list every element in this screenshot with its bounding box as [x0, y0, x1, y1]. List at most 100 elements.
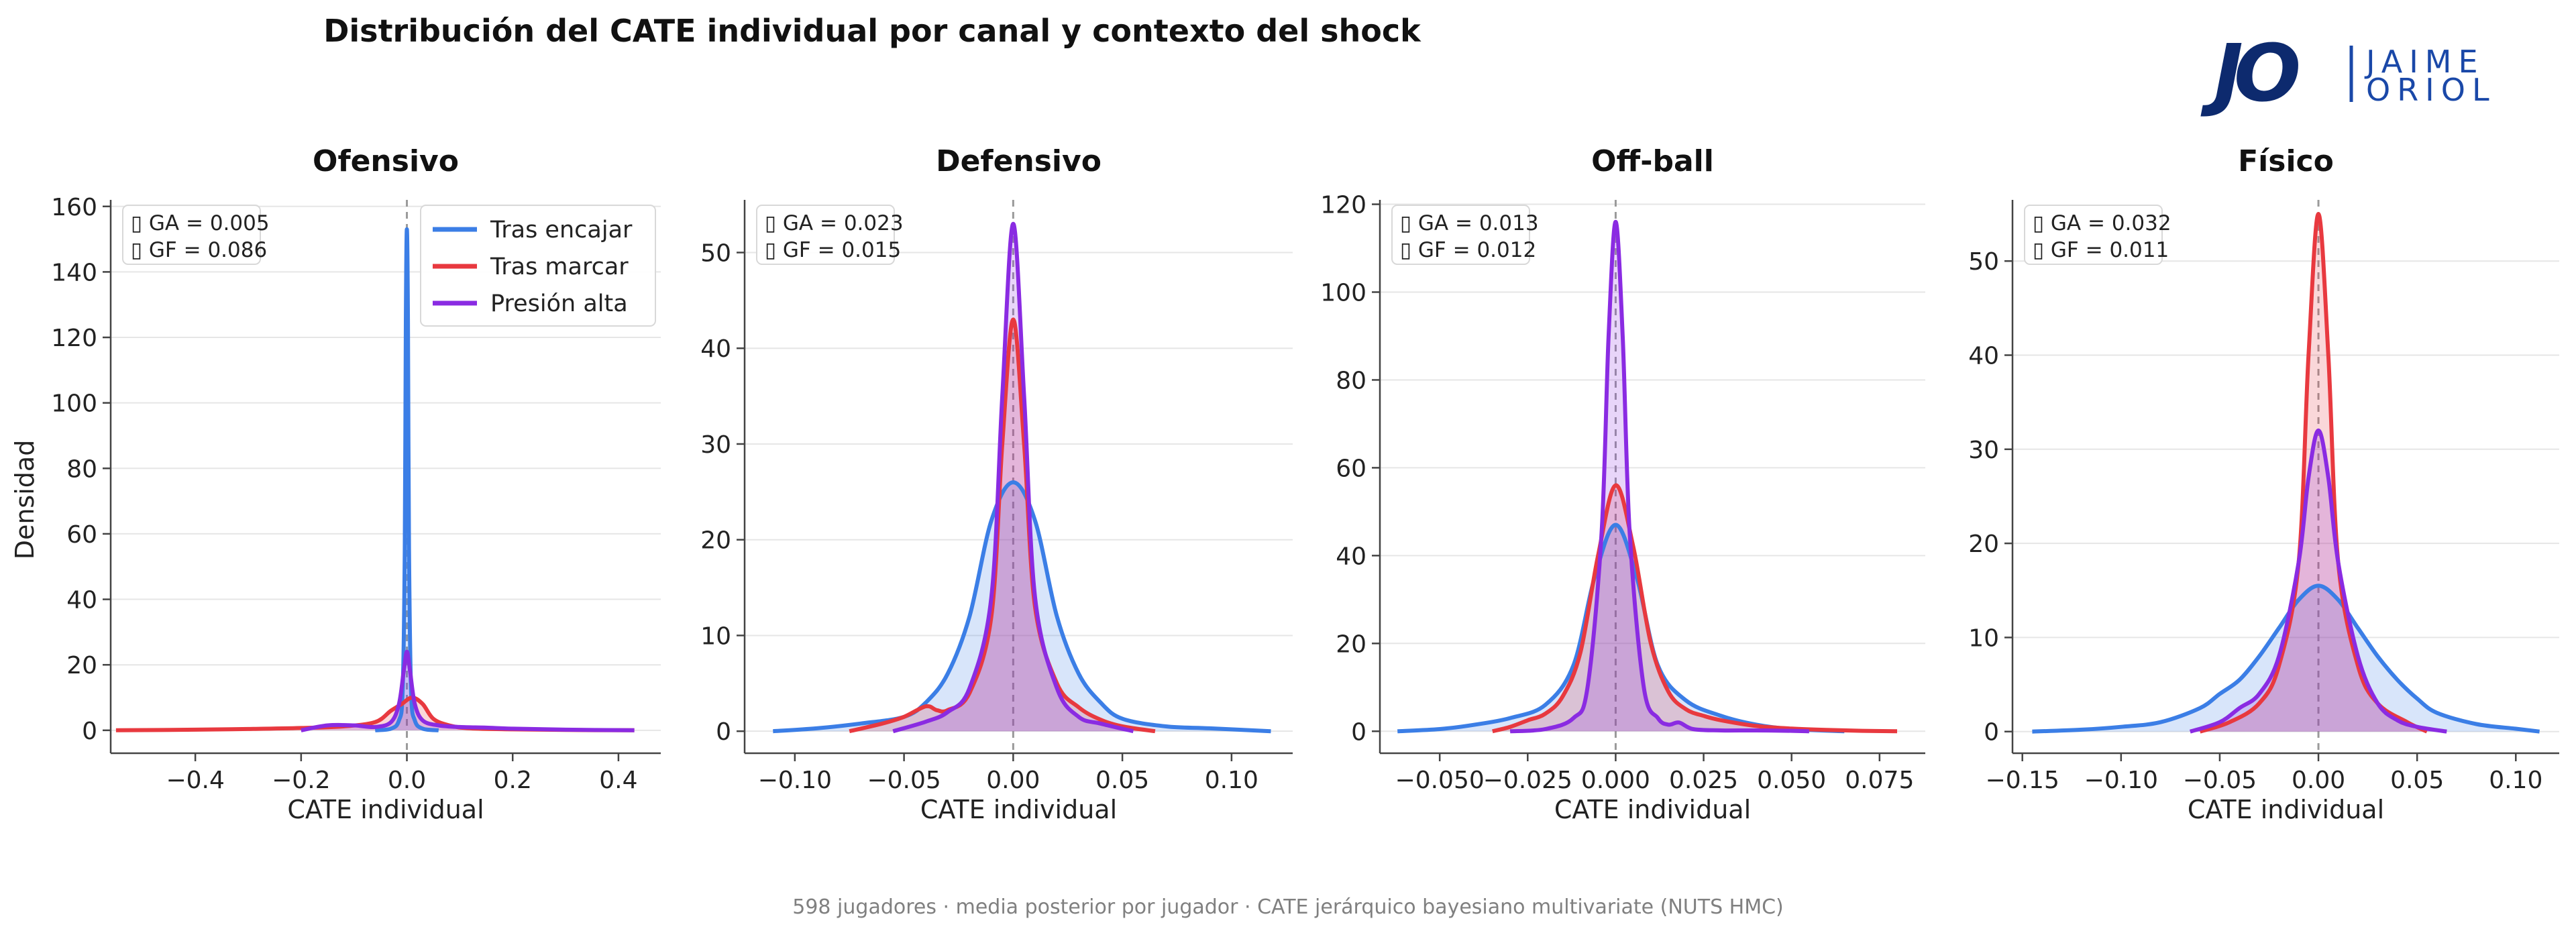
y-tick-label: 80: [1336, 367, 1366, 394]
x-tick-label: −0.4: [166, 767, 224, 794]
stats-annotation: ▯ GA = 0.005 ▯ GF = 0.086: [122, 205, 270, 265]
y-tick-label: 60: [66, 521, 97, 549]
panel-title: Físico: [2238, 144, 2334, 178]
x-tick-label: 0.10: [1205, 767, 1258, 794]
y-tick-label: 30: [1968, 437, 1999, 464]
logo-name-first: JAIME: [2364, 44, 2485, 80]
panel-title: Off-ball: [1591, 144, 1714, 178]
footnote: 598 jugadores · media posterior por juga…: [792, 895, 1784, 919]
density-line-tras-encajar: [2032, 584, 2540, 734]
x-tick-label: 0.4: [599, 767, 637, 794]
annotation-text: ▯ GA = 0.032: [2033, 211, 2171, 235]
legend-label: Presión alta: [490, 290, 628, 317]
x-axis-label: CATE individual: [287, 795, 484, 824]
stats-annotation: ▯ GA = 0.013 ▯ GF = 0.012: [1391, 205, 1539, 265]
y-tick-label: 100: [1320, 280, 1366, 307]
x-axis-label: CATE individual: [920, 795, 1117, 824]
x-tick-label: −0.05: [2183, 767, 2257, 794]
density-line-tras-marcar: [2199, 212, 2428, 734]
y-tick-label: 80: [66, 455, 97, 483]
density-fill: [1397, 525, 1845, 732]
density-fill: [301, 651, 635, 730]
annotation-text: ▯ GF = 0.015: [765, 238, 901, 262]
y-tick-label: 50: [700, 240, 731, 268]
density-fill: [2200, 214, 2427, 732]
x-tick-label: 0.025: [1669, 767, 1738, 794]
annotation-text: ▯ GA = 0.013: [1400, 211, 1539, 235]
density-fill: [1492, 485, 1897, 732]
x-tick-label: −0.2: [272, 767, 330, 794]
density-fill: [1510, 221, 1809, 732]
x-axis-label: CATE individual: [1554, 795, 1751, 824]
annotation-text: ▯ GF = 0.086: [131, 238, 267, 262]
logo-monogram: JO: [2200, 27, 2299, 119]
legend-label: Tras marcar: [490, 254, 629, 280]
panel-1: 0 20 40 60 80 100 120 140 160 −0.4 −0.2 0.0 0.2 0.4 Of…: [51, 144, 661, 824]
y-tick-label: 0: [1984, 719, 1999, 747]
density-line-presi-n-alta: [1509, 219, 1809, 734]
annotation-text: ▯ GA = 0.023: [765, 211, 904, 235]
x-tick-label: 0.0: [388, 767, 426, 794]
annotation-box: [122, 205, 261, 265]
x-tick-label: −0.15: [1986, 767, 2059, 794]
panel-title: Ofensivo: [313, 144, 459, 178]
x-tick-label: −0.050: [1395, 767, 1485, 794]
y-tick-label: 0: [82, 718, 97, 745]
y-tick-label: 140: [51, 259, 97, 286]
x-tick-label: 0.00: [986, 767, 1040, 794]
y-tick-label: 20: [1968, 531, 1999, 558]
x-tick-label: −0.05: [867, 767, 941, 794]
y-tick-label: 100: [51, 390, 97, 418]
legend: Tras encajar Tras marcar Presión alta: [420, 205, 656, 327]
x-axis-label: CATE individual: [2188, 795, 2384, 824]
y-tick-label: 0: [716, 718, 731, 746]
x-tick-label: 0.00: [2292, 767, 2345, 794]
y-tick-label: 20: [700, 527, 731, 555]
x-tick-label: 0.05: [2390, 767, 2444, 794]
density-line-tras-marcar: [1492, 483, 1898, 734]
y-tick-label: 10: [700, 622, 731, 650]
brand-logo: JO JAIME ORIOL: [2200, 27, 2496, 119]
y-tick-label: 40: [66, 587, 97, 614]
annotation-text: ▯ GF = 0.011: [2033, 238, 2169, 262]
y-tick-label: 20: [66, 652, 97, 679]
density-fill: [773, 482, 1271, 732]
y-tick-label: 40: [1336, 543, 1366, 570]
panel-2: 0 10 20 30 40 50 −0.10 −0.05 0.00 0.05 0.10 Defensi…: [700, 144, 1293, 824]
x-tick-label: 0.000: [1581, 767, 1650, 794]
annotation-text: ▯ GA = 0.005: [131, 211, 270, 235]
panel-3: 0 20 40 60 80 100 120 −0.050−0.025 0.000 0.025 0.0…: [1320, 144, 1925, 824]
legend-box: [420, 205, 656, 327]
density-fill: [893, 223, 1134, 732]
annotation-box: [756, 205, 895, 265]
panel-title: Defensivo: [936, 144, 1102, 178]
y-tick-label: 60: [1336, 455, 1366, 482]
annotation-box: [1391, 205, 1530, 265]
y-tick-label: 20: [1336, 630, 1366, 658]
x-tick-label: −0.10: [2084, 767, 2158, 794]
density-line-presi-n-alta: [2189, 428, 2447, 734]
y-tick-label: 50: [1968, 248, 1999, 276]
y-tick-label: 30: [700, 431, 731, 459]
x-tick-label: 0.05: [1095, 767, 1149, 794]
y-tick-label: 120: [1320, 192, 1366, 219]
y-tick-label: 40: [1968, 343, 1999, 370]
figure-title: Distribución del CATE individual por can…: [323, 13, 1421, 49]
x-tick-label: 0.050: [1757, 767, 1826, 794]
x-tick-label: −0.10: [758, 767, 832, 794]
x-tick-label: −0.025: [1483, 767, 1572, 794]
x-tick-label: 0.2: [494, 767, 532, 794]
panel-4: 0 10 20 30 40 50 −0.15 −0.10 −0.05 0.00 0.05 0.10 Fí…: [1968, 144, 2559, 824]
logo-name-last: ORIOL: [2366, 72, 2496, 108]
y-tick-label: 0: [1351, 718, 1366, 746]
y-axis-label: Densidad: [10, 440, 40, 560]
density-line-tras-marcar: [849, 317, 1156, 734]
density-line-tras-encajar: [1397, 522, 1845, 734]
density-line-presi-n-alta: [301, 649, 635, 732]
y-tick-label: 160: [51, 194, 97, 221]
annotation-box: [2024, 205, 2163, 265]
density-fill: [2190, 430, 2447, 732]
y-tick-label: 10: [1968, 624, 1999, 652]
